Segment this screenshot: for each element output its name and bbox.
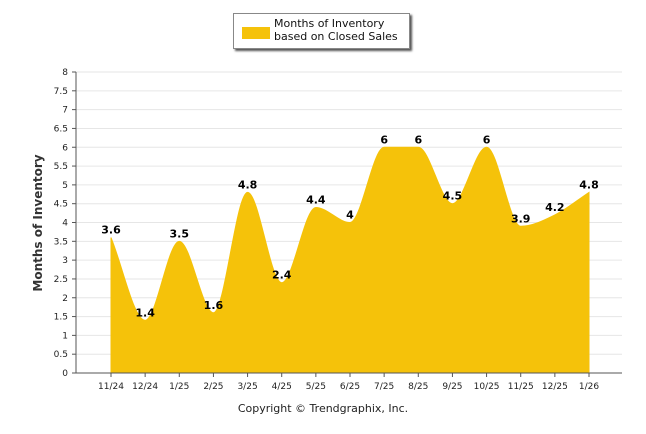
data-label: 4.8 <box>579 178 599 191</box>
data-labels: 3.6 1.4 3.5 1.6 4.8 2.4 4.4 4 6 6 4.5 6 3.9 4.2 4.8 <box>101 133 599 319</box>
y-tick-label: 0 <box>62 369 68 379</box>
y-tick-label: 6 <box>62 143 68 153</box>
x-tick-label: 2/25 <box>203 382 223 392</box>
x-tick-label: 11/24 <box>98 382 124 392</box>
y-tick-label: 1 <box>62 331 68 341</box>
chart-legend: Months of Inventory based on Closed Sale… <box>233 13 410 49</box>
data-label: 4.8 <box>238 178 258 191</box>
x-tick-label: 12/24 <box>132 382 158 392</box>
x-tick-label: 3/25 <box>237 382 257 392</box>
legend-label: Months of Inventory based on Closed Sale… <box>274 17 398 43</box>
data-label: 3.5 <box>170 227 190 240</box>
data-label: 2.4 <box>272 269 292 282</box>
inventory-area <box>110 146 590 374</box>
data-label: 6 <box>483 133 491 146</box>
data-label: 6 <box>414 133 422 146</box>
y-tick-label: 3.5 <box>54 237 68 247</box>
x-tick-labels: 11/24 12/24 1/25 2/25 3/25 4/25 5/25 6/25 7/25 8/… <box>98 382 599 392</box>
y-tick-label: 7 <box>62 106 68 116</box>
y-tick-label: 5 <box>62 181 68 191</box>
x-tick-label: 11/25 <box>508 382 534 392</box>
x-tick-label: 7/25 <box>374 382 394 392</box>
y-tick-label: 4 <box>62 219 68 229</box>
x-tick-label: 5/25 <box>306 382 326 392</box>
x-tick-label: 9/25 <box>442 382 462 392</box>
y-tick-label: 2 <box>62 294 68 304</box>
y-tick-label: 7.5 <box>54 87 68 97</box>
y-tick-label: 1.5 <box>54 313 68 323</box>
y-tick-label: 8 <box>62 68 68 78</box>
x-tick-label: 1/25 <box>169 382 189 392</box>
y-axis-title: Months of Inventory <box>31 154 45 291</box>
legend-swatch <box>242 27 270 39</box>
x-tick-label: 12/25 <box>542 382 568 392</box>
data-label: 1.4 <box>135 306 155 319</box>
data-label: 4.4 <box>306 193 326 206</box>
data-label: 4.2 <box>545 201 565 214</box>
data-label: 4.5 <box>443 190 463 203</box>
x-tick-label: 1/26 <box>579 382 599 392</box>
x-tick-label: 6/25 <box>340 382 360 392</box>
y-tick-label: 4.5 <box>54 200 68 210</box>
y-tick-label: 6.5 <box>54 124 68 134</box>
axes <box>72 71 622 377</box>
data-label: 6 <box>380 133 388 146</box>
y-tick-label: 3 <box>62 256 68 266</box>
data-label: 3.6 <box>101 224 121 237</box>
data-label: 4 <box>346 209 354 222</box>
x-tick-label: 8/25 <box>408 382 428 392</box>
x-tick-label: 4/25 <box>272 382 292 392</box>
data-label: 3.9 <box>511 212 531 225</box>
y-tick-label: 0.5 <box>54 350 68 360</box>
copyright-text: Copyright © Trendgraphix, Inc. <box>237 402 409 415</box>
y-tick-label: 5.5 <box>54 162 68 172</box>
y-tick-label: 2.5 <box>54 275 68 285</box>
data-label: 1.6 <box>204 299 224 312</box>
y-tick-labels: 0 0.5 1 1.5 2 2.5 3 3.5 4 4.5 5 5.5 6 6.5 7 7.5 8 <box>54 68 69 379</box>
x-tick-label: 10/25 <box>474 382 500 392</box>
